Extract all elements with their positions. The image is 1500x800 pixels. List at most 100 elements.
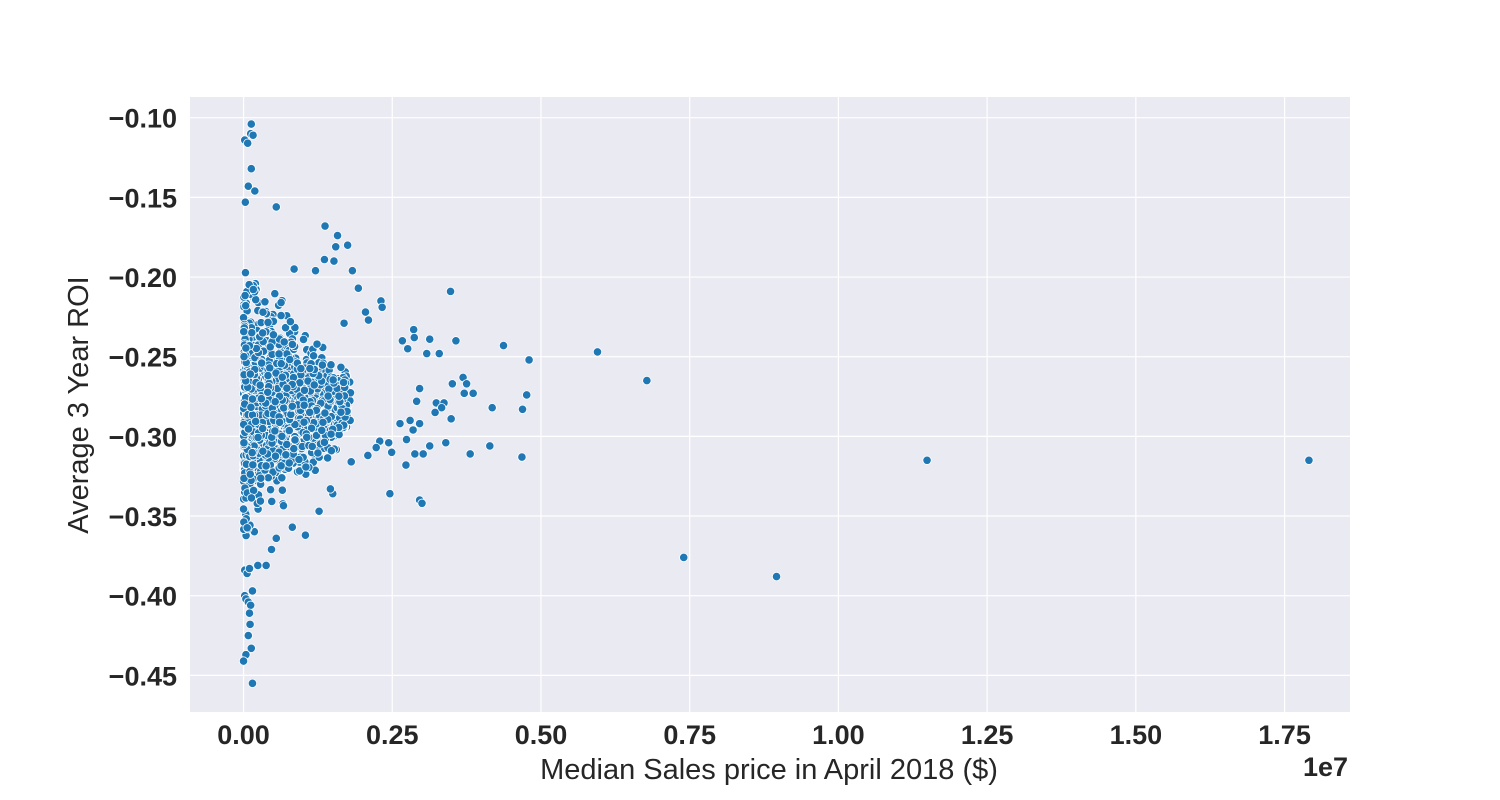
data-point [265, 363, 275, 373]
data-point [332, 231, 343, 241]
data-point [246, 119, 256, 129]
data-point [306, 423, 317, 433]
data-point [276, 461, 286, 471]
data-point [243, 424, 254, 434]
data-point [280, 323, 291, 333]
data-point [385, 489, 395, 499]
data-point [307, 441, 317, 452]
data-point [287, 401, 297, 411]
data-point [401, 434, 412, 445]
data-point [299, 400, 309, 410]
data-point [328, 375, 338, 385]
data-point [343, 240, 353, 250]
data-point [263, 370, 273, 381]
data-point [255, 380, 265, 390]
data-point [261, 560, 271, 571]
data-point [251, 416, 261, 427]
data-point [247, 448, 257, 458]
data-point [377, 302, 387, 312]
data-point [260, 297, 270, 307]
x-tick-label: 0.00 [217, 720, 270, 750]
data-point [256, 473, 266, 483]
x-tick-label: 1.25 [961, 720, 1014, 750]
data-point [285, 317, 296, 327]
data-point [247, 328, 257, 338]
data-point [331, 242, 341, 252]
data-point [282, 383, 292, 393]
data-point [441, 438, 451, 448]
data-point [410, 449, 420, 459]
data-point [258, 328, 268, 338]
y-tick-label: −0.15 [109, 183, 177, 213]
data-point [258, 423, 268, 434]
data-point [459, 388, 469, 398]
data-point [446, 414, 456, 424]
data-point [239, 438, 249, 448]
data-point [417, 498, 427, 508]
data-point [287, 522, 297, 532]
data-point [922, 455, 932, 465]
data-point [238, 504, 249, 514]
data-point [408, 425, 418, 435]
data-point [371, 442, 381, 453]
data-point [281, 450, 291, 460]
y-axis-label: Average 3 Year ROI [63, 276, 95, 533]
data-point [251, 295, 261, 305]
data-point [244, 608, 255, 618]
data-point [239, 473, 249, 483]
data-point [1304, 455, 1314, 465]
data-point [517, 452, 527, 462]
data-point [296, 363, 306, 374]
plot-background [190, 97, 1350, 712]
data-point [299, 385, 310, 395]
data-point [250, 186, 260, 196]
data-point [289, 444, 299, 454]
data-point [326, 429, 336, 439]
data-point [305, 407, 315, 417]
data-point [246, 493, 257, 503]
data-point [300, 530, 311, 540]
data-point [243, 630, 253, 641]
data-point [253, 432, 263, 443]
y-tick-label: −0.30 [109, 422, 177, 452]
data-point [425, 334, 435, 344]
x-tick-labels: 0.00 0.25 0.50 0.75 1.00 1.25 1.50 1.75 [217, 720, 1311, 750]
x-tick-label: 0.50 [515, 720, 568, 750]
data-point [401, 460, 411, 470]
data-point [336, 362, 346, 372]
data-point [409, 332, 419, 343]
data-point [522, 390, 532, 400]
data-point [323, 453, 333, 463]
data-point [347, 266, 357, 276]
data-point [462, 379, 472, 389]
y-tick-label: −0.20 [109, 263, 177, 293]
data-point [274, 349, 284, 359]
data-point [320, 408, 330, 418]
data-point [277, 485, 287, 495]
data-point [271, 202, 281, 212]
data-point [437, 403, 447, 413]
data-point [244, 564, 255, 574]
data-point [336, 407, 346, 417]
data-point [270, 451, 281, 461]
data-point [319, 437, 329, 447]
data-point [270, 289, 280, 299]
grid [190, 97, 1350, 712]
data-point [240, 268, 251, 278]
data-point [313, 448, 323, 458]
data-point [257, 358, 267, 368]
data-point [265, 485, 276, 495]
data-point [418, 449, 428, 459]
data-point [246, 164, 256, 174]
data-point [247, 586, 258, 596]
data-point [276, 310, 286, 321]
y-tick-label: −0.40 [109, 582, 177, 612]
data-points [238, 119, 1314, 688]
data-point [468, 388, 478, 398]
data-point [642, 375, 652, 386]
data-point [312, 339, 322, 349]
x-tick-label: 1.75 [1258, 720, 1311, 750]
data-point [487, 403, 497, 413]
data-point [334, 391, 344, 401]
